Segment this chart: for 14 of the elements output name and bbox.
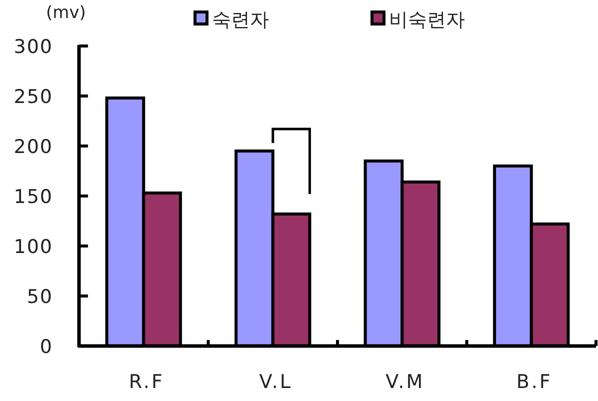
y-tick-label: 250 [14,86,53,108]
y-axis-title: (mv) [46,3,86,23]
legend-label: 숙련자 [212,9,269,31]
y-tick-label: 50 [26,286,53,308]
y-tick-label: 150 [14,186,53,208]
y-tick-label: 100 [14,236,53,258]
x-tick-label: V.M [386,371,425,393]
x-tick-label: V.L [259,371,292,393]
x-tick-label: B.F [516,371,552,393]
y-tick-label: 200 [14,136,53,158]
y-tick-label: 0 [40,336,53,358]
x-tick-label: R.F [128,371,164,393]
y-tick-label: 300 [14,36,53,58]
legend-label: 비숙련자 [389,9,465,31]
